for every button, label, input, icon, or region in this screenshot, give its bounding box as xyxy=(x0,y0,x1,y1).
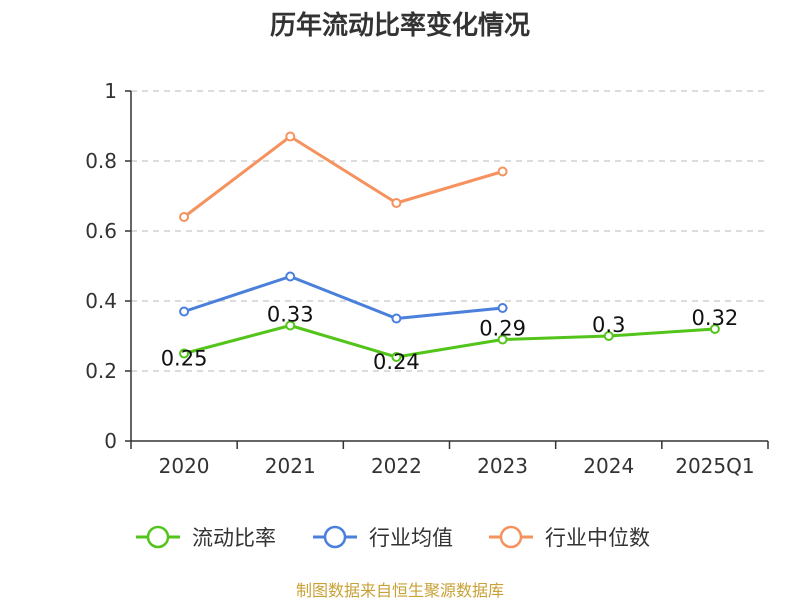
grid xyxy=(131,90,768,372)
x-tick-label-3: 2023 xyxy=(477,454,528,478)
y-tick-label-2: 0.4 xyxy=(85,289,117,313)
data-label-0: 0.25 xyxy=(161,347,208,371)
data-label-4: 0.3 xyxy=(592,313,625,337)
series-1-point-0 xyxy=(179,306,190,317)
chart-title: 历年流动比率变化情况 xyxy=(270,10,530,41)
series-0-point-0 xyxy=(179,348,190,359)
series-0-point-4 xyxy=(603,331,614,341)
legend-swatch-marker-1 xyxy=(323,525,347,549)
legend: 流动比率 行业均值 行业中位数 xyxy=(136,525,650,550)
legend-swatch-marker-2 xyxy=(499,525,523,549)
series-0-point-5 xyxy=(709,324,720,334)
source-note: 制图数据来自恒生聚源数据库 xyxy=(296,581,504,600)
series-line-1 xyxy=(183,275,503,320)
x-tick-label-1: 2021 xyxy=(265,454,316,478)
series-2-point-0 xyxy=(179,212,190,222)
legend-swatch-marker-0 xyxy=(146,525,170,549)
series-1-point-3 xyxy=(497,303,508,313)
y-tick-label-5: 1 xyxy=(104,79,117,103)
legend-label-0: 流动比率 xyxy=(192,526,276,550)
legend-item-1[interactable]: 行业均值 xyxy=(313,525,453,550)
data-label-5: 0.32 xyxy=(692,306,739,330)
data-label-3: 0.29 xyxy=(479,317,526,341)
data-labels: 0.25 0.33 0.24 0.29 0.3 0.32 xyxy=(161,303,739,375)
series-1-point-1 xyxy=(285,271,296,282)
x-tick-label-2: 2022 xyxy=(371,454,422,478)
data-label-2: 0.24 xyxy=(373,350,420,374)
series-line-2 xyxy=(183,135,504,219)
series-0-point-2 xyxy=(391,352,402,362)
y-tick-label-0: 0 xyxy=(104,429,117,453)
series-0-point-3 xyxy=(497,334,508,345)
x-tick-label-0: 2020 xyxy=(159,454,210,478)
axes: 0 0.2 0.4 0.6 0.8 1 2020 2021 2022 2023 2024 2025Q1 xyxy=(85,79,769,478)
y-tick-label-4: 0.8 xyxy=(85,149,117,173)
legend-label-2: 行业中位数 xyxy=(545,526,650,550)
series-line-0 xyxy=(183,324,716,359)
data-label-1: 0.33 xyxy=(267,303,314,327)
y-tick-label-1: 0.2 xyxy=(85,359,117,383)
legend-item-0[interactable]: 流动比率 xyxy=(136,525,276,550)
series-0-point-1 xyxy=(285,320,296,331)
series xyxy=(179,131,720,362)
legend-item-2[interactable]: 行业中位数 xyxy=(489,525,650,550)
legend-label-1: 行业均值 xyxy=(369,526,453,550)
series-2-point-3 xyxy=(497,166,508,177)
series-1-point-2 xyxy=(391,313,402,324)
x-tick-label-4: 2024 xyxy=(583,454,634,478)
series-2-point-1 xyxy=(285,131,296,142)
series-2-point-2 xyxy=(391,198,402,208)
y-tick-label-3: 0.6 xyxy=(85,219,117,243)
x-tick-label-5: 2025Q1 xyxy=(675,454,754,478)
